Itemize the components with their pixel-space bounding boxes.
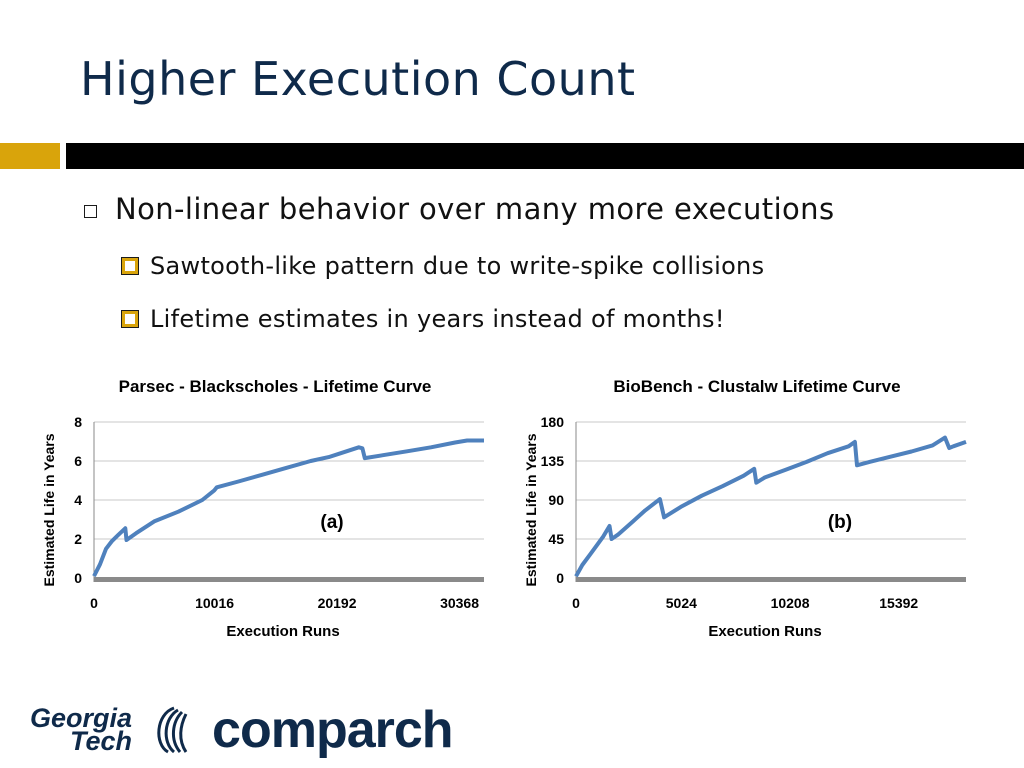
logo-line: Georgia (30, 703, 133, 733)
y-tick-label: 8 (74, 414, 82, 430)
y-axis-label: Estimated Life in Years (523, 433, 539, 586)
chart-b: BioBench - Clustalw Lifetime Curve 0 45 90 1… (520, 366, 970, 650)
y-tick-label: 6 (74, 453, 82, 469)
y-tick-label: 90 (548, 492, 564, 508)
x-axis (94, 577, 484, 582)
chart-annotation: (a) (320, 512, 343, 533)
bullet-level1: Non-linear behavior over many more execu… (84, 192, 834, 226)
footer-logos: Georgia Tech comparch (30, 700, 454, 760)
x-tick-label: 10208 (771, 595, 810, 611)
gold-square-icon (121, 310, 139, 328)
series-line (92, 438, 484, 578)
y-tick-label: 4 (74, 492, 82, 508)
logo-line: Tech (70, 726, 133, 756)
x-tick-label: 5024 (666, 595, 697, 611)
y-tick-label: 45 (548, 531, 564, 547)
x-tick-label: 10016 (195, 595, 234, 611)
slide-title: Higher Execution Count (80, 52, 636, 106)
x-axis-label: Execution Runs (226, 623, 339, 640)
chart-svg: BioBench - Clustalw Lifetime Curve 0 45 90 1… (523, 377, 967, 640)
comparch-logo: comparch (212, 701, 454, 759)
bullet-level2: Sawtooth-like pattern due to write-spike… (121, 252, 765, 280)
accent-bar-black (66, 143, 1024, 169)
georgia-tech-logo: Georgia Tech (30, 703, 133, 756)
tech-tower-icon (157, 706, 188, 754)
hollow-square-icon (84, 204, 97, 218)
gold-square-icon (121, 257, 139, 275)
series-line (574, 435, 967, 578)
bullet-text: Lifetime estimates in years instead of m… (150, 305, 725, 333)
bullet-level2: Lifetime estimates in years instead of m… (121, 305, 725, 333)
x-axis-label: Execution Runs (708, 623, 821, 640)
chart-title: Parsec - Blackscholes - Lifetime Curve (119, 377, 432, 396)
y-tick-label: 0 (556, 570, 564, 586)
chart-svg: Parsec - Blackscholes - Lifetime Curve 0 2… (41, 377, 484, 640)
chart-title: BioBench - Clustalw Lifetime Curve (613, 377, 900, 396)
x-tick-label: 15392 (879, 595, 918, 611)
y-tick-label: 2 (74, 531, 82, 547)
bullet-text: Sawtooth-like pattern due to write-spike… (150, 252, 765, 280)
x-tick-label: 30368 (440, 595, 479, 611)
chart-annotation: (b) (828, 512, 852, 533)
chart-a: Parsec - Blackscholes - Lifetime Curve 0 2… (38, 366, 488, 650)
x-tick-label: 0 (90, 595, 98, 611)
bullet-text: Non-linear behavior over many more execu… (115, 192, 835, 226)
y-tick-label: 135 (541, 453, 565, 469)
y-tick-label: 0 (74, 570, 82, 586)
accent-bar-gold (0, 143, 60, 169)
y-axis-label: Estimated Life in Years (41, 433, 57, 586)
x-tick-label: 20192 (318, 595, 357, 611)
x-axis (576, 577, 966, 582)
x-tick-label: 0 (572, 595, 580, 611)
y-tick-label: 180 (541, 414, 565, 430)
